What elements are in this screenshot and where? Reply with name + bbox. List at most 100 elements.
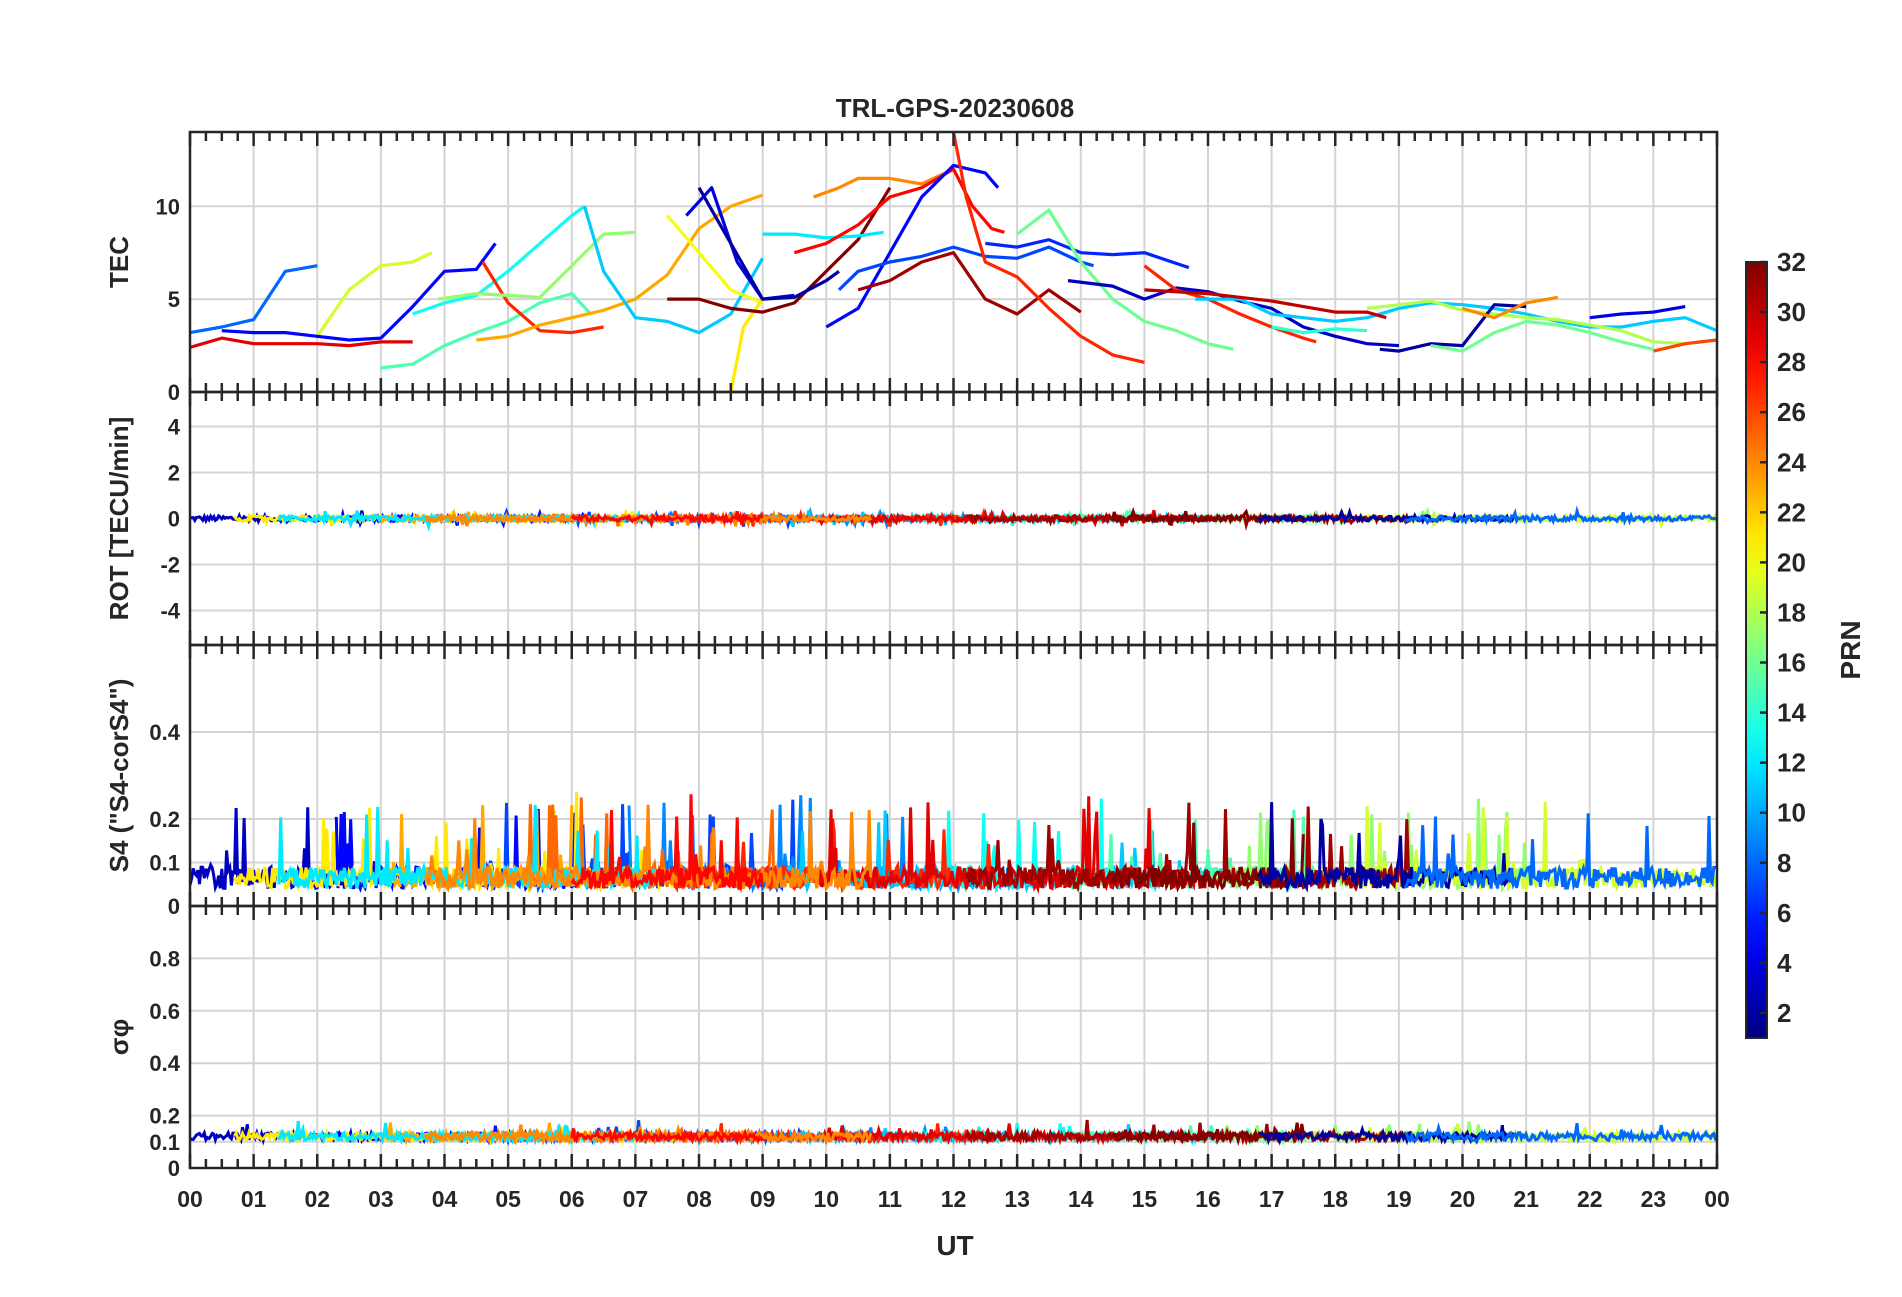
y-tick-label-rot: 2 (168, 461, 180, 486)
x-tick-label: 13 (1004, 1186, 1030, 1212)
x-tick-label: 08 (686, 1186, 712, 1212)
x-tick-label: 19 (1386, 1186, 1412, 1212)
y-axis-label-s4: S4 ("S4-corS4") (104, 679, 134, 873)
tec-trace-prn-32 (667, 186, 892, 314)
tec-trace-prn-8 (190, 264, 318, 335)
tec-trace-prn-24 (1462, 295, 1559, 320)
tec-trace-prn-30 (1144, 288, 1387, 320)
x-tick-label: 03 (368, 1186, 394, 1212)
plot-area-s4 (190, 792, 1717, 895)
s4-trace-prn-32 (1111, 818, 1305, 892)
colorbar-tick-label: 4 (1777, 948, 1792, 978)
tec-trace-prn-5 (825, 163, 1000, 329)
tec-trace-prn-15 (380, 292, 592, 370)
tec-trace-prn-29 (190, 336, 413, 349)
rot-trace-prn-8 (1404, 505, 1717, 527)
y-tick-label-tec: 0 (168, 380, 180, 405)
x-tick-label: 06 (559, 1186, 585, 1212)
plot-area-sigma_phi (190, 1119, 1717, 1147)
sigma_phi-trace-prn-28 (570, 1127, 764, 1146)
y-axis-label-tec: TEC (104, 236, 134, 288)
tec-trace-prn-31 (857, 251, 1082, 316)
y-tick-label-rot: 0 (168, 507, 180, 532)
x-tick-label: 14 (1068, 1186, 1094, 1212)
y-tick-label-sigma_phi: 0.8 (149, 946, 180, 971)
colorbar-tick-label: 6 (1777, 898, 1791, 928)
colorbar-label: PRN (1835, 620, 1866, 679)
tec-trace-prn-2 (1379, 303, 1527, 353)
colorbar-gradient (1745, 261, 1768, 1039)
s4-trace-prn-28 (570, 794, 765, 893)
x-tick-labels: 00 01 02 03 04 05 06 07 08 09 10 11 12 13 14 15 16 17 18 19… (177, 1186, 1730, 1212)
y-tick-label-sigma_phi: 0.2 (149, 1104, 180, 1129)
x-tick-label: 22 (1577, 1186, 1603, 1212)
y-tick-label-tec: 10 (156, 194, 180, 219)
x-tick-label: 07 (623, 1186, 649, 1212)
x-tick-label: 00 (177, 1186, 203, 1212)
x-tick-label: 09 (750, 1186, 776, 1212)
colorbar-tick-label: 20 (1777, 547, 1806, 577)
x-tick-label: 02 (304, 1186, 330, 1212)
colorbar-tick-label: 2 (1777, 998, 1791, 1028)
y-tick-label-rot: -2 (160, 553, 180, 578)
y-axis-label-sigma_phi: σφ (104, 1019, 134, 1055)
x-tick-label: 05 (495, 1186, 521, 1212)
tec-trace-prn-11 (1195, 297, 1717, 333)
colorbar-tick-label: 12 (1777, 748, 1806, 778)
colorbar-tick-label: 10 (1777, 798, 1806, 828)
x-tick-label: 10 (813, 1186, 839, 1212)
tec-trace-prn-7 (837, 245, 1094, 292)
tec-trace-prn-12 (762, 230, 884, 240)
colorbar-tick-label: 24 (1777, 447, 1806, 477)
chart-title: TRL-GPS-20230608 (836, 93, 1074, 123)
s4-trace-prn-15 (1066, 809, 1324, 893)
colorbar-tick-label: 18 (1777, 597, 1806, 627)
tec-trace-prn-23 (476, 193, 764, 342)
x-tick-label: 21 (1513, 1186, 1539, 1212)
tec-trace-prn-13 (412, 205, 586, 316)
x-tick-label: 18 (1322, 1186, 1348, 1212)
y-tick-label-sigma_phi: 0 (168, 1156, 180, 1181)
tec-trace-prn-11 (582, 205, 764, 335)
plot-area-tec (190, 132, 1717, 392)
y-tick-label-s4: 0.1 (149, 851, 180, 876)
tec-trace-prn-2 (697, 186, 840, 301)
panel-rot: -4 -2 0 2 4 ROT [TECU/min] (104, 390, 1719, 647)
tec-trace-prn-14 (1271, 325, 1368, 335)
tec-trace-prn-17 (437, 230, 636, 301)
x-axis-label: UT (936, 1230, 973, 1261)
tec-trace-prn-16 (1016, 208, 1234, 351)
y-tick-label-sigma_phi: 0.6 (149, 999, 180, 1024)
y-tick-label-sigma_phi: 0.4 (149, 1051, 180, 1076)
x-tick-label: 23 (1641, 1186, 1667, 1212)
colorbar-tick-label: 16 (1777, 648, 1806, 678)
panel-s4: 0 0.1 0.2 0.4 S4 ("S4-corS4") (104, 643, 1719, 919)
x-tick-label: 00 (1704, 1186, 1730, 1212)
panel-tec: 0 5 10 TEC (104, 130, 1719, 405)
y-tick-label-s4: 0 (168, 894, 180, 919)
tec-trace-prn-27 (481, 261, 604, 335)
y-tick-label-sigma_phi: 0.1 (149, 1130, 180, 1155)
colorbar-tick-label: 22 (1777, 497, 1806, 527)
x-tick-label: 01 (241, 1186, 267, 1212)
colorbar-tick-label: 30 (1777, 297, 1806, 327)
tec-trace-prn-3 (1067, 279, 1399, 348)
tec-trace-prn-20 (665, 214, 764, 305)
colorbar-tick-label: 26 (1777, 397, 1806, 427)
y-tick-label-s4: 0.4 (149, 720, 180, 745)
y-tick-label-tec: 5 (168, 287, 180, 312)
x-tick-label: 15 (1132, 1186, 1158, 1212)
rot-trace-prn-28 (570, 510, 764, 529)
y-axis-label-rot: ROT [TECU/min] (104, 417, 134, 621)
x-tick-label: 12 (941, 1186, 967, 1212)
colorbar-tick-label: 8 (1777, 848, 1791, 878)
x-tick-label: 20 (1450, 1186, 1476, 1212)
sigma_phi-trace-prn-8 (1404, 1122, 1717, 1145)
tec-trace-prn-18 (1366, 299, 1717, 346)
s4-trace-prn-8 (1403, 813, 1717, 892)
tec-trace-prn-5 (221, 242, 497, 342)
